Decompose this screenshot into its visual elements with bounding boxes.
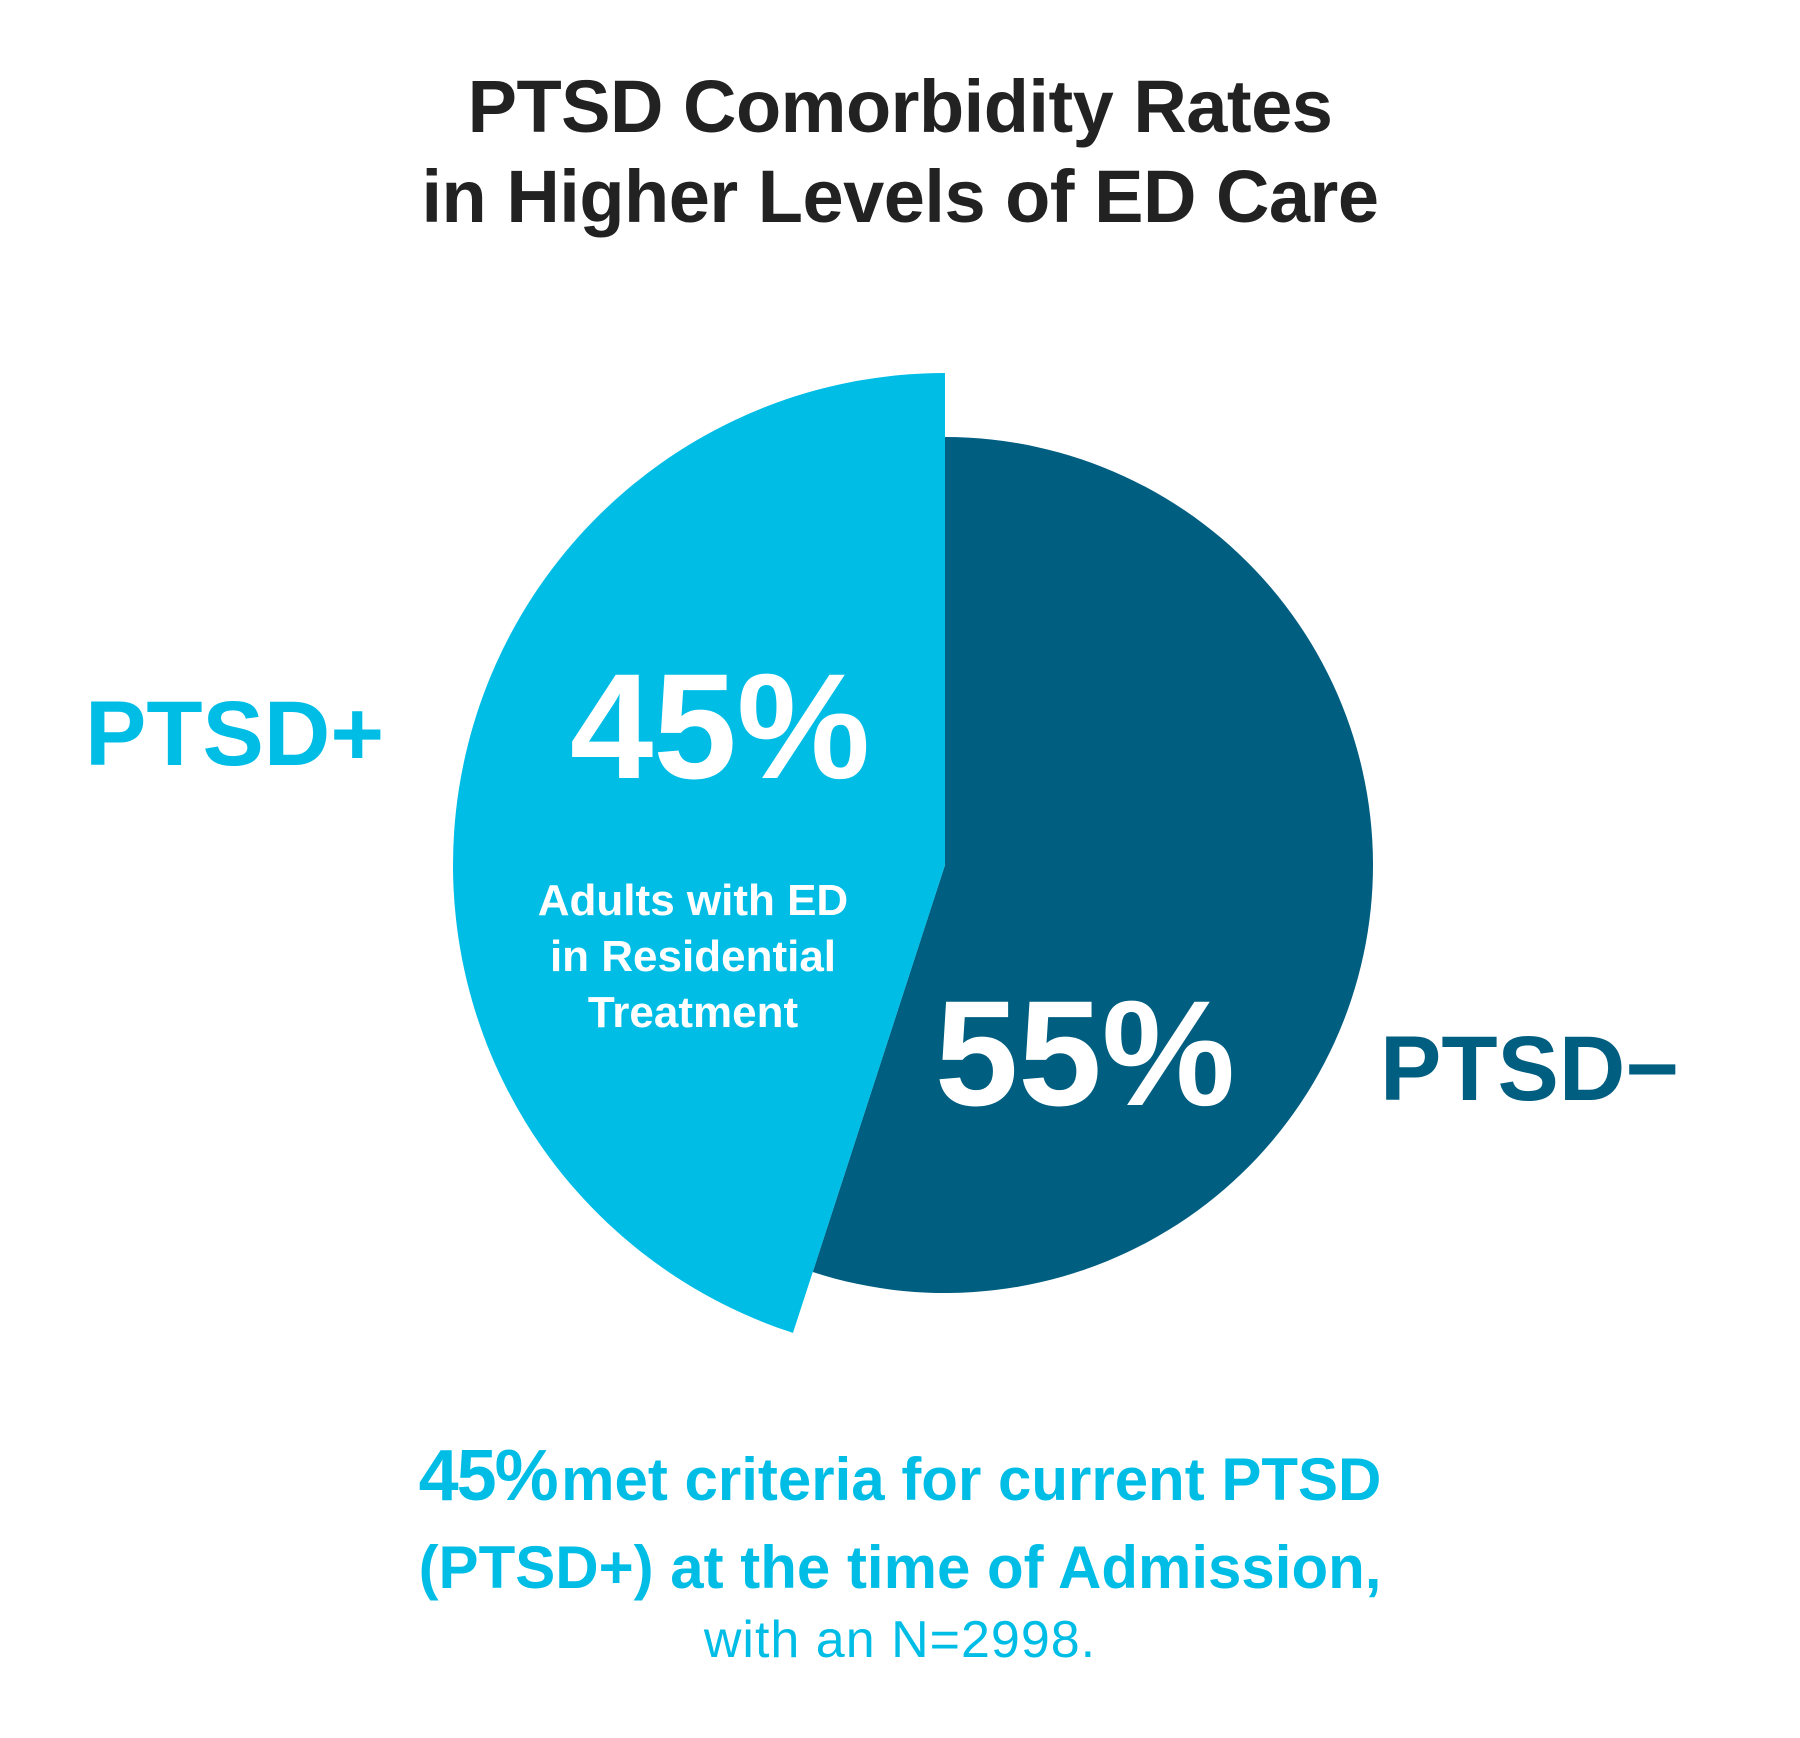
slice-annotation-line: in Residential xyxy=(550,932,836,981)
slice-annotation: Adults with ED in Residential Treatment xyxy=(538,876,848,1037)
slice-value-label-positive: 45% xyxy=(570,642,870,810)
slice-annotation-line: Adults with ED xyxy=(538,876,848,925)
pie-slice-ptsd-negative xyxy=(812,437,1373,1293)
slice-value-label-negative: 55% xyxy=(935,969,1235,1137)
chart-title-line-2: in Higher Levels of ED Care xyxy=(421,155,1380,238)
category-label-ptsd-negative: PTSD− xyxy=(1380,1018,1679,1120)
caption-line-1-text: met criteria for current PTSD xyxy=(561,1446,1382,1513)
pie-slice-ptsd-positive xyxy=(453,373,945,1333)
caption-line-3: with an N=2998. xyxy=(703,1611,1097,1669)
caption-line-1: 45% met criteria for current PTSD xyxy=(0,1440,1800,1532)
category-label-ptsd-positive: PTSD+ xyxy=(85,683,384,785)
caption-line-2: (PTSD+) at the time of Admission, xyxy=(418,1534,1382,1601)
chart-title: PTSD Comorbidity Rates in Higher Levels … xyxy=(0,62,1800,242)
chart-title-line-1: PTSD Comorbidity Rates xyxy=(467,65,1333,148)
chart-caption: 45% met criteria for current PTSD (PTSD+… xyxy=(0,1440,1800,1676)
slice-annotation-line: Treatment xyxy=(588,988,799,1037)
caption-highlight: 45% xyxy=(418,1436,559,1516)
